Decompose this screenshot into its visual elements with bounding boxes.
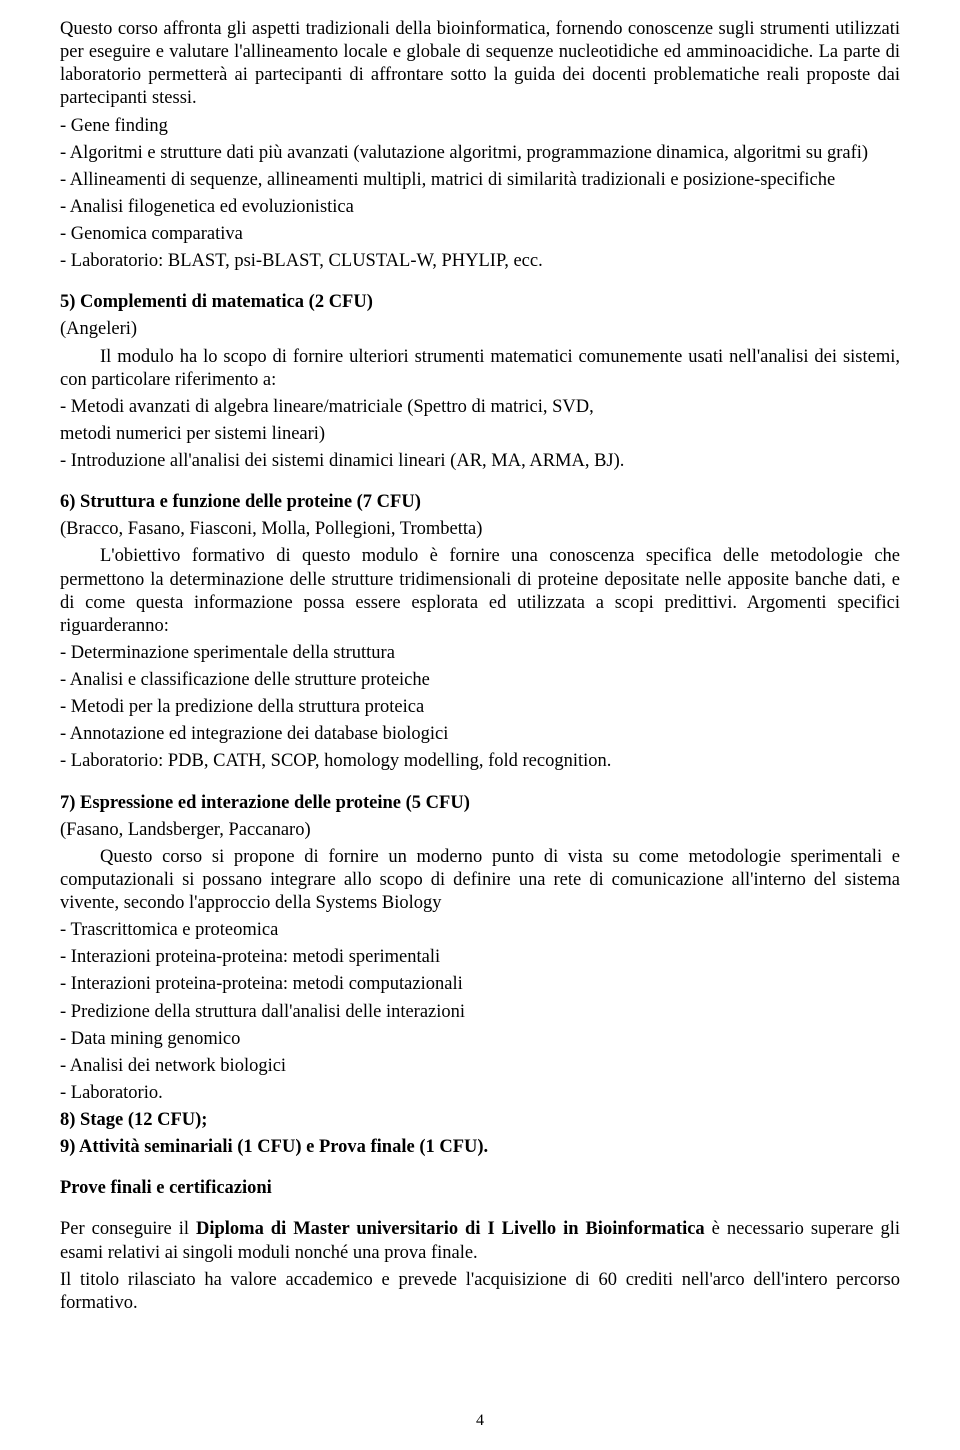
section-7-paragraph: Questo corso si propone di fornire un mo…	[60, 846, 900, 915]
section-7-item-4: - Data mining genomico	[60, 1028, 900, 1051]
section-7-item-6: - Laboratorio.	[60, 1082, 900, 1105]
section-6-item-4: - Laboratorio: PDB, CATH, SCOP, homology…	[60, 750, 900, 773]
intro-item-4: - Genomica comparativa	[60, 223, 900, 246]
section-6-authors: (Bracco, Fasano, Fiasconi, Molla, Polleg…	[60, 518, 900, 541]
finals-heading: Prove finali e certificazioni	[60, 1177, 900, 1200]
intro-item-2: - Allineamenti di sequenze, allineamenti…	[60, 169, 900, 192]
section-7-title: 7) Espressione ed interazione delle prot…	[60, 792, 900, 815]
finals-p1-diploma: Diploma di Master universitario di I Liv…	[196, 1219, 705, 1239]
intro-item-1: - Algoritmi e strutture dati più avanzat…	[60, 142, 900, 165]
section-9-title: 9) Attività seminariali (1 CFU) e Prova …	[60, 1136, 900, 1159]
section-7-item-3: - Predizione della struttura dall'analis…	[60, 1001, 900, 1024]
section-6-item-3: - Annotazione ed integrazione dei databa…	[60, 723, 900, 746]
section-8-title: 8) Stage (12 CFU);	[60, 1109, 900, 1132]
intro-item-0: - Gene finding	[60, 115, 900, 138]
intro-paragraph: Questo corso affronta gli aspetti tradiz…	[60, 18, 900, 111]
section-5-item-0: - Metodi avanzati di algebra lineare/mat…	[60, 396, 900, 419]
section-5-authors: (Angeleri)	[60, 318, 900, 341]
section-6-title: 6) Struttura e funzione delle proteine (…	[60, 491, 900, 514]
section-6-item-2: - Metodi per la predizione della struttu…	[60, 696, 900, 719]
section-7-item-0: - Trascrittomica e proteomica	[60, 919, 900, 942]
section-7-item-5: - Analisi dei network biologici	[60, 1055, 900, 1078]
document-page: Questo corso affronta gli aspetti tradiz…	[0, 0, 960, 1450]
page-number: 4	[0, 1412, 960, 1430]
section-7-item-2: - Interazioni proteina-proteina: metodi …	[60, 973, 900, 996]
intro-item-5: - Laboratorio: BLAST, psi-BLAST, CLUSTAL…	[60, 250, 900, 273]
section-7-item-1: - Interazioni proteina-proteina: metodi …	[60, 946, 900, 969]
intro-item-3: - Analisi filogenetica ed evoluzionistic…	[60, 196, 900, 219]
section-5-item-1: metodi numerici per sistemi lineari)	[60, 423, 900, 446]
section-6-item-1: - Analisi e classificazione delle strutt…	[60, 669, 900, 692]
finals-paragraph-2: Il titolo rilasciato ha valore accademic…	[60, 1269, 900, 1315]
section-5-item-2: - Introduzione all'analisi dei sistemi d…	[60, 450, 900, 473]
section-7-authors: (Fasano, Landsberger, Paccanaro)	[60, 819, 900, 842]
section-5-title: 5) Complementi di matematica (2 CFU)	[60, 291, 900, 314]
section-6-item-0: - Determinazione sperimentale della stru…	[60, 642, 900, 665]
section-5-paragraph: Il modulo ha lo scopo di fornire ulterio…	[60, 346, 900, 392]
finals-paragraph-1: Per conseguire il Diploma di Master univ…	[60, 1218, 900, 1264]
finals-p1-text-a: Per conseguire il	[60, 1219, 196, 1239]
section-6-paragraph: L'obiettivo formativo di questo modulo è…	[60, 545, 900, 638]
